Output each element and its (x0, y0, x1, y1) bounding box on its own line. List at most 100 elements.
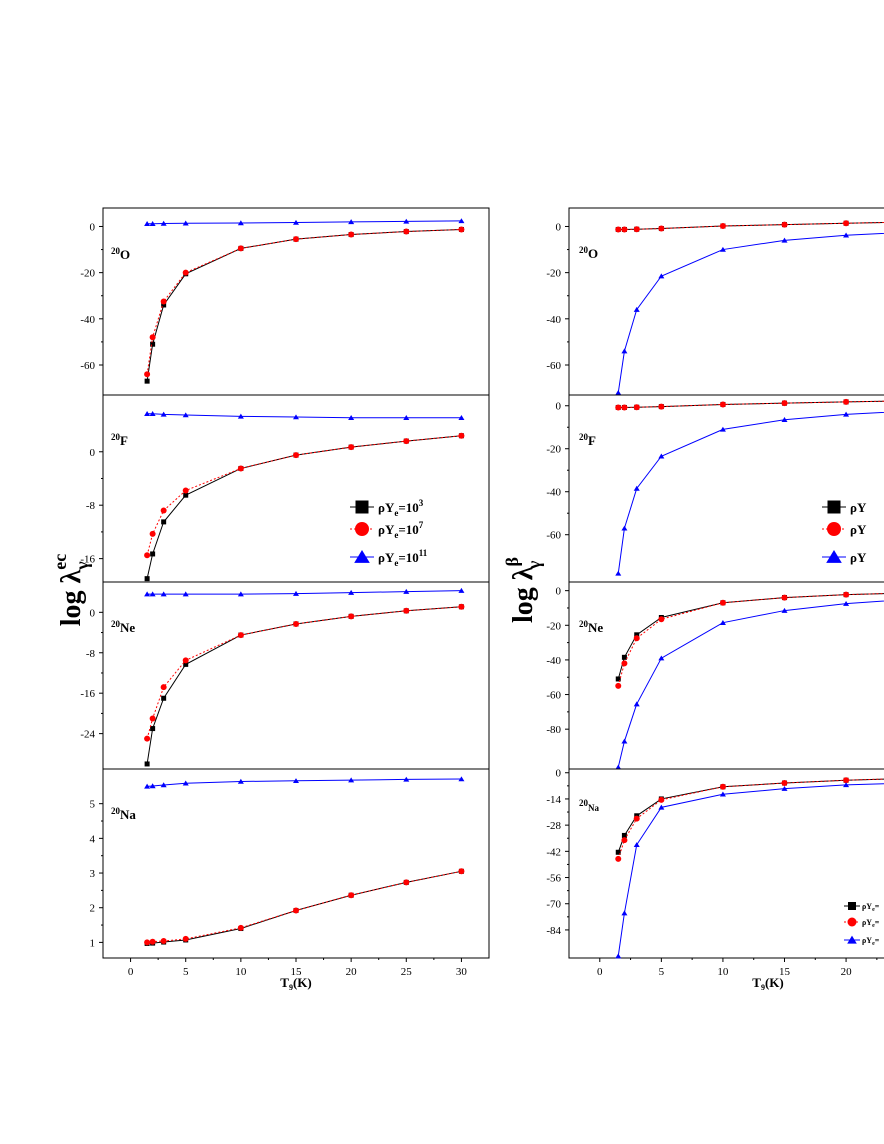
panel-frame (568, 394, 884, 583)
x-tick-label: 10 (717, 966, 729, 978)
data-point-2 (149, 783, 156, 789)
data-point-2 (458, 218, 465, 224)
data-point-1 (293, 452, 299, 459)
data-point-2 (293, 778, 299, 784)
series-line-1 (617, 778, 884, 859)
nucleus-label: 20Na (111, 806, 136, 822)
data-point-1 (458, 226, 465, 233)
data-point-1 (149, 938, 156, 945)
data-point-1 (781, 400, 788, 407)
data-point-1 (658, 796, 665, 803)
y-tick-label: -70 (546, 899, 561, 911)
data-point-2 (621, 525, 628, 531)
data-point-2 (160, 591, 167, 597)
series-line-2 (147, 413, 462, 419)
data-point-2 (658, 453, 665, 459)
data-point-2 (781, 237, 788, 243)
x-tick-label: 25 (401, 966, 413, 978)
data-point-2 (348, 415, 355, 420)
y-tick-label: -60 (80, 360, 95, 372)
data-point-1 (658, 616, 665, 623)
left-panel-o: 0 -20 -40 -60 20O (80, 207, 490, 396)
legend-label: ρYe=1011 (378, 548, 428, 568)
series-line-2 (147, 220, 462, 225)
data-point-1 (348, 231, 355, 238)
nucleus-label: 20Na (579, 798, 599, 813)
data-point-2 (237, 220, 244, 226)
data-point-1 (144, 939, 151, 946)
panel-frame (568, 768, 884, 959)
data-point-1 (293, 236, 299, 243)
data-point-1 (144, 552, 151, 559)
x-tick-label: 20 (346, 966, 358, 978)
data-point-2 (658, 273, 665, 279)
data-point-2 (621, 910, 628, 916)
series-line-0 (146, 606, 462, 765)
data-point-2 (149, 591, 156, 597)
legend-marker (827, 500, 841, 514)
data-point-2 (719, 426, 726, 432)
data-point-0 (621, 832, 627, 838)
legend-marker (355, 522, 369, 536)
panel-frame (568, 581, 884, 770)
legend-label: ρYe= (862, 918, 880, 929)
legend-label: ρYe= (862, 902, 880, 913)
data-point-2 (615, 570, 622, 576)
y-tick-label: -20 (546, 268, 561, 280)
right-panel-o: 0 -20 -40 -60 20O (546, 207, 884, 396)
y-tick-label: 0 (556, 586, 562, 598)
data-point-2 (633, 842, 640, 848)
data-point-1 (293, 620, 299, 627)
nucleus-label: 20F (579, 432, 596, 448)
data-point-1 (621, 404, 628, 411)
x-tick-label: 15 (291, 966, 303, 978)
data-point-0 (161, 695, 167, 701)
nucleus-label: 20Ne (111, 619, 135, 635)
x-tick-label: 30 (456, 966, 468, 978)
data-point-2 (348, 777, 355, 783)
series-line-2 (147, 590, 462, 595)
data-point-2 (719, 619, 726, 625)
data-point-1 (633, 404, 640, 411)
y-tick-label: 4 (90, 833, 96, 845)
data-point-2 (615, 389, 622, 395)
right-y-axis-title: log λβ γ (502, 557, 544, 623)
y-tick-label: -28 (546, 820, 561, 832)
data-point-1 (621, 226, 628, 233)
data-point-1 (615, 682, 622, 689)
series-line-1 (147, 870, 462, 943)
data-point-0 (615, 676, 621, 682)
y-tick-label: -60 (546, 530, 561, 542)
data-point-2 (633, 306, 640, 312)
data-point-2 (458, 415, 465, 420)
data-point-1 (149, 334, 156, 341)
y-tick-label: 0 (90, 607, 96, 619)
x-tick-label: 5 (659, 966, 665, 978)
y-tick-label: -20 (546, 620, 561, 632)
series-line-0 (617, 778, 884, 853)
x-tick-label: 15 (779, 966, 791, 978)
data-point-2 (719, 791, 726, 797)
legend-label: ρY (850, 522, 867, 537)
data-point-1 (843, 220, 850, 227)
left-panel-f: 0 -8 -16 20F (80, 394, 490, 583)
data-point-2 (843, 600, 850, 606)
data-point-2 (182, 412, 189, 418)
data-point-0 (183, 661, 189, 667)
data-point-1 (633, 635, 640, 642)
y-tick-label: 0 (556, 221, 562, 233)
left-y-axis-title: log λec γ (50, 554, 92, 627)
data-point-2 (403, 776, 410, 782)
data-point-2 (458, 776, 465, 782)
data-point-2 (237, 413, 244, 419)
y-tick-label: -40 (80, 314, 95, 326)
legend-marker (848, 902, 856, 910)
data-point-1 (633, 226, 640, 233)
y-tick-label: 0 (90, 447, 96, 459)
y-tick-label: -40 (546, 314, 561, 326)
series-line-2 (147, 778, 462, 787)
right-legend: ρY ρY ρY (822, 500, 867, 565)
left-panel-na: 1 2 3 4 5 20Na (90, 768, 490, 959)
